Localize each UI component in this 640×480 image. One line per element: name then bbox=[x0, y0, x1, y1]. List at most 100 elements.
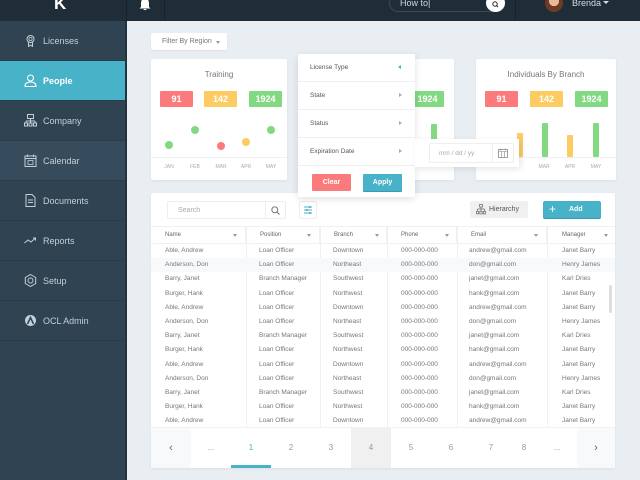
help-search-value: How to| bbox=[400, 0, 431, 8]
table-row[interactable]: Anderson, Don Loan Officer Northeast 000-00… bbox=[151, 315, 615, 329]
table-row[interactable]: Able, Andrew Loan Officer Downtown 000-000-… bbox=[151, 358, 615, 372]
help-search-button[interactable] bbox=[486, 0, 505, 12]
table-cell: Branch Manager bbox=[259, 275, 308, 283]
sidebar-item-ocl-admin[interactable]: OCL Admin bbox=[0, 301, 127, 341]
user-name[interactable]: Brenda bbox=[572, 0, 602, 8]
filter-by-region-dropdown[interactable]: Filter By Region bbox=[151, 33, 227, 50]
column-header-manager[interactable]: Manager bbox=[547, 227, 615, 244]
prev-page-button[interactable]: ‹ bbox=[151, 428, 191, 468]
table-cell: 000-000-000 bbox=[401, 346, 438, 354]
app-logo[interactable]: K bbox=[54, 0, 67, 13]
page-5[interactable]: 5 bbox=[408, 443, 414, 452]
page-1[interactable]: 1 bbox=[248, 443, 254, 452]
month-label: MAR bbox=[215, 164, 227, 170]
bell-icon[interactable] bbox=[139, 0, 151, 11]
table-cell: Downtown bbox=[333, 417, 364, 425]
sidebar-item-licenses[interactable]: Licenses bbox=[0, 21, 127, 61]
page-ellipsis[interactable]: ... bbox=[207, 443, 215, 452]
page-6[interactable]: 6 bbox=[448, 443, 454, 452]
page-4[interactable]: 4 bbox=[351, 428, 391, 468]
table-cell: Janet Barry bbox=[562, 403, 596, 411]
apply-button[interactable]: Apply bbox=[363, 174, 402, 191]
sort-caret-icon bbox=[375, 234, 379, 237]
next-page-button[interactable]: › bbox=[577, 428, 615, 468]
calendar-icon[interactable] bbox=[498, 148, 508, 158]
table-row[interactable]: Barry, Janet Branch Manager Southwest 000-0… bbox=[151, 329, 615, 343]
table-cell: Southwest bbox=[333, 275, 364, 283]
column-header-position[interactable]: Position bbox=[246, 227, 320, 244]
page-3[interactable]: 3 bbox=[328, 443, 334, 452]
topbar-divider bbox=[515, 0, 516, 21]
award-icon bbox=[26, 35, 35, 47]
clear-button[interactable]: Clear bbox=[312, 174, 351, 191]
chevron-right-icon bbox=[399, 93, 402, 97]
sidebar-item-people[interactable]: People bbox=[0, 61, 127, 101]
table-cell: Downtown bbox=[333, 247, 364, 254]
table-row[interactable]: Barry, Janet Branch Manager Southwest 000-0… bbox=[151, 272, 615, 286]
hierarchy-button[interactable]: Hierarchy bbox=[470, 201, 528, 218]
data-point bbox=[191, 126, 199, 134]
page-2[interactable]: 2 bbox=[288, 443, 294, 452]
filter-expiration-date[interactable]: Expiration Date bbox=[298, 138, 415, 166]
table-row[interactable]: Able, Andrew Loan Officer Downtown 000-000-… bbox=[151, 244, 615, 258]
bar bbox=[542, 123, 548, 157]
filter-status[interactable]: Status bbox=[298, 110, 415, 138]
table-row[interactable]: Anderson, Don Loan Officer Northeast 000-00… bbox=[151, 372, 615, 386]
filter-dropdown: License Type State Status Expiration Dat… bbox=[298, 54, 415, 197]
column-header-email[interactable]: Email bbox=[457, 227, 547, 244]
column-label: Branch bbox=[334, 232, 354, 238]
page-ellipsis[interactable]: ... bbox=[553, 443, 561, 452]
column-header-name[interactable]: Name bbox=[151, 227, 246, 244]
table-row[interactable]: Barry, Janet Branch Manager Southwest 000-0… bbox=[151, 386, 615, 400]
table-row[interactable]: Anderson, Don Loan Officer Northeast 000-00… bbox=[151, 258, 615, 273]
table-cell: Janet Barry bbox=[562, 289, 596, 297]
page-7[interactable]: 7 bbox=[488, 443, 494, 452]
date-input[interactable]: mm / dd / yy bbox=[429, 143, 514, 163]
sidebar-item-company[interactable]: Company bbox=[0, 101, 127, 141]
filter-button[interactable] bbox=[299, 201, 317, 219]
column-header-branch[interactable]: Branch bbox=[320, 227, 387, 244]
table-scrollbar[interactable] bbox=[609, 285, 612, 313]
filter-label: Expiration Date bbox=[310, 148, 355, 155]
table-cell: Downtown bbox=[333, 360, 364, 368]
chevron-down-icon[interactable] bbox=[603, 1, 609, 4]
month-label: APR bbox=[240, 164, 252, 170]
table-cell: 000-000-000 bbox=[401, 247, 438, 254]
sidebar-item-setup[interactable]: Setup bbox=[0, 261, 127, 301]
table-cell: 000-000-000 bbox=[401, 332, 438, 340]
sort-caret-icon bbox=[233, 234, 237, 237]
filter-license-type[interactable]: License Type bbox=[298, 54, 415, 82]
search-icon[interactable] bbox=[271, 206, 280, 215]
page-8[interactable]: 8 bbox=[521, 443, 527, 452]
column-header-phone[interactable]: Phone bbox=[387, 227, 457, 244]
plus-icon: + bbox=[549, 202, 557, 216]
active-page-indicator bbox=[231, 465, 271, 468]
table-cell: Janet Barry bbox=[562, 346, 596, 354]
data-point bbox=[217, 142, 225, 150]
table-row[interactable]: Burger, Hank Loan Officer Northwest 000-000… bbox=[151, 343, 615, 357]
sidebar-item-documents[interactable]: Documents bbox=[0, 181, 127, 221]
sidebar-item-calendar[interactable]: Calendar bbox=[0, 141, 127, 181]
table-row[interactable]: Able, Andrew Loan Officer Downtown 000-000-… bbox=[151, 301, 615, 315]
user-icon bbox=[24, 74, 37, 87]
table-row[interactable]: Burger, Hank Loan Officer Northwest 000-000… bbox=[151, 287, 615, 301]
table-search-input[interactable]: Search bbox=[167, 201, 286, 219]
sidebar-item-reports[interactable]: Reports bbox=[0, 221, 127, 261]
filter-state[interactable]: State bbox=[298, 82, 415, 110]
avatar[interactable] bbox=[545, 0, 563, 12]
sidebar-edge bbox=[125, 21, 127, 480]
table-cell: 000-000-000 bbox=[401, 318, 438, 325]
table-row[interactable]: Burger, Hank Loan Officer Northwest 000-000… bbox=[151, 400, 615, 414]
table-cell: andrew@gmail.com bbox=[469, 247, 527, 254]
table-cell: Southwest bbox=[333, 332, 364, 340]
filter-label: State bbox=[310, 92, 326, 99]
date-divider bbox=[492, 144, 493, 162]
expiration-date-popover: mm / dd / yy bbox=[415, 139, 519, 167]
table-cell: janet@gmail.com bbox=[469, 332, 520, 340]
add-person-button[interactable]: + Add bbox=[543, 201, 601, 218]
table-row[interactable]: Able, Andrew Loan Officer Downtown 000-000-… bbox=[151, 414, 615, 427]
stat-red: 91 bbox=[485, 91, 518, 107]
table-cell: Burger, Hank bbox=[165, 346, 203, 354]
help-search-input[interactable]: How to| bbox=[389, 0, 505, 12]
hierarchy-icon bbox=[476, 204, 486, 215]
